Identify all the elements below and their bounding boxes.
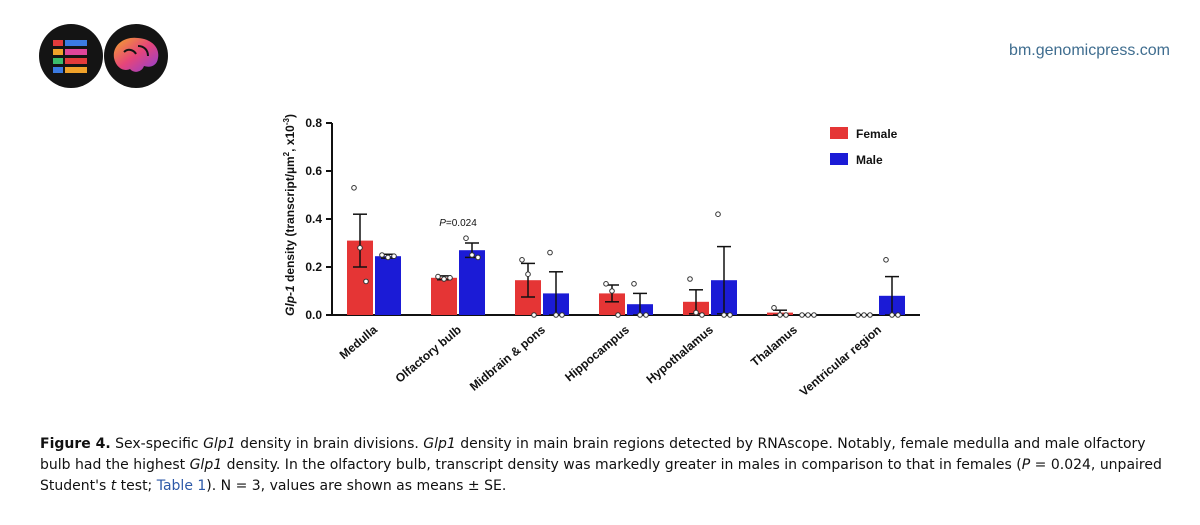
x-tick-label: Olfactory bulb [393,323,464,386]
caption-text: = 0.024, unpaired Student's [40,457,1162,494]
female-data-point [867,312,873,318]
chart-legend: Female Male [830,127,898,167]
male-data-point [379,252,385,258]
x-tick-label: Ventricular region [797,323,884,399]
male-bar [375,256,401,315]
x-tick-label: Hypothalamus [644,322,717,386]
caption-label: Figure 4. [40,436,111,452]
male-data-point [547,249,553,256]
male-data-point [895,312,901,318]
female-data-point [519,257,525,263]
female-data-point [777,312,783,318]
male-data-point [715,211,721,217]
x-tick-label: Hippocampus [562,322,632,384]
male-data-point [469,252,475,258]
x-tick-label: Thalamus [748,322,800,369]
site-url[interactable]: bm.genomicpress.com [1009,42,1170,59]
caption-text: ). N = 3, values are shown as means ± SE… [206,478,507,494]
female-data-point [435,273,441,280]
legend-swatch-male [830,153,848,165]
y-tick-label: 0.0 [305,308,322,322]
female-data-point [609,288,615,294]
female-data-point [363,278,369,285]
y-tick-label: 0.4 [305,212,322,226]
male-bar [459,250,485,315]
caption-text: density. In the olfactory bulb, transcri… [222,457,1022,473]
female-data-point [351,185,357,191]
legend-label-female: Female [856,127,898,141]
glp1-density-bar-chart: Glp-1 density (transcript/µm2, x10-3) 0.… [282,114,920,399]
female-data-point [687,276,693,282]
female-data-point [783,312,789,318]
y-axis-label: Glp-1 density (transcript/µm2, x10-3) [282,114,297,316]
y-tick-label: 0.6 [305,164,322,178]
male-data-point [883,257,889,263]
chart-axes: 0.0 0.2 0.4 0.6 0.8 [305,116,920,322]
female-data-point [855,312,861,318]
male-data-point [559,312,565,318]
male-data-point [553,312,559,318]
caption-text: density in brain divisions. [235,436,424,452]
brain-logo-icon [104,24,168,88]
female-data-point [615,312,621,318]
caption-gene: Glp1 [189,457,223,473]
male-data-point [391,253,397,259]
legend-swatch-female [830,127,848,139]
caption-gene: Glp1 [423,436,456,452]
female-bar [431,277,457,315]
female-data-point [357,245,363,251]
male-data-point [889,312,895,318]
chart-bars: Medulla Olfactory bulb Midbrain & pons Hipp… [337,185,905,399]
y-tick-label: 0.2 [305,260,322,274]
caption-text: test; [116,478,157,494]
female-data-point [447,275,453,281]
female-data-point [531,312,537,318]
x-tick-label: Medulla [337,322,380,362]
caption-t: t [110,478,117,494]
male-data-point [811,312,817,318]
y-tick-label: 0.8 [305,116,322,130]
caption-gene: Glp1 [203,436,236,452]
male-data-point [805,312,811,318]
genomic-press-logo [39,24,168,88]
female-data-point [699,312,705,318]
female-data-point [861,312,867,318]
male-data-point [721,312,727,318]
male-data-point [475,254,481,261]
caption-text: density in main brain regions detected b… [40,436,1146,473]
female-data-point [771,305,777,311]
male-data-point [385,254,391,261]
male-data-point [463,235,469,241]
caption-text: Sex-specific [110,436,204,452]
male-data-point [727,312,733,318]
female-data-point [441,276,447,282]
male-data-point [643,312,649,318]
table-1-link[interactable]: Table 1 [156,478,207,494]
male-data-point [631,281,637,287]
p-value-annotation: P=0.024 [439,218,477,229]
female-data-point [603,281,609,287]
tables-logo-icon [39,24,103,88]
caption-p: P [1021,457,1031,473]
legend-label-male: Male [856,153,883,167]
male-data-point [799,312,805,318]
female-data-point [525,271,531,277]
x-tick-label: Midbrain & pons [467,322,548,393]
figure-caption: Figure 4. Sex-specific Glp1 density in b… [40,434,1170,497]
female-data-point [693,309,699,316]
female-bar [599,293,625,315]
male-data-point [637,312,643,318]
